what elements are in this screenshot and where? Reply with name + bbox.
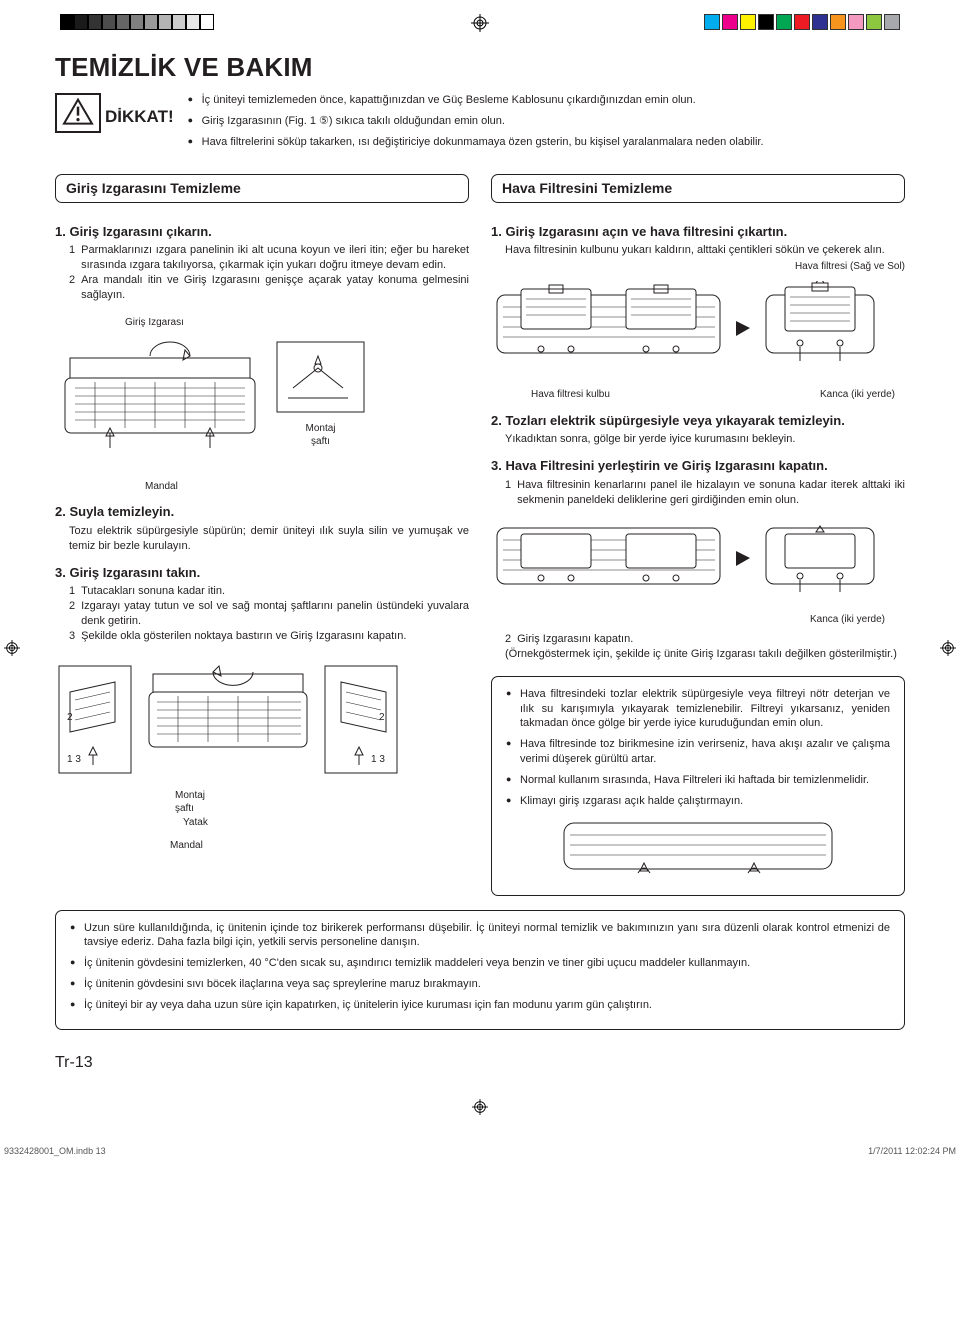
tip-item: Klimayı giriş ızgarası açık halde çalışt… (506, 794, 890, 809)
list-text: Şekilde okla gösterilen noktaya bastırın… (81, 629, 406, 644)
caution-label: DİKKAT! (105, 106, 174, 129)
svg-text:2: 2 (67, 712, 73, 723)
figure-label: Kanca (iki yerde) (491, 613, 905, 627)
list-number: 2 (69, 273, 75, 303)
caution-block: DİKKAT! İç üniteyi temizlemeden önce, ka… (55, 93, 905, 156)
hook-detail-figure (760, 516, 880, 601)
step-heading: 1. Giriş Izgarasını çıkarın. (55, 223, 469, 241)
print-footer: 9332428001_OM.indb 13 1/7/2011 12:02:24 … (0, 1145, 960, 1167)
list-number: 2 (505, 632, 511, 647)
reinstall-left-figure: 2 1 3 (55, 662, 135, 777)
list-number: 1 (69, 243, 75, 273)
filter-detail-figure (760, 281, 880, 376)
arrow-right-icon (734, 516, 752, 601)
step-heading: 3. Hava Filtresini yerleştirin ve Giriş … (491, 457, 905, 475)
svg-text:1 3: 1 3 (67, 754, 81, 765)
tip-item: Normal kullanım sırasında, Hava Filtrele… (506, 773, 890, 788)
grille-open-figure (55, 338, 265, 468)
list-text: Hava filtresinin kenarlarını panel ile h… (517, 478, 905, 508)
tips-box: Hava filtresindeki tozlar elektrik süpür… (491, 676, 905, 896)
page-title: TEMİZLİK VE BAKIM (55, 50, 905, 85)
svg-text:1 3: 1 3 (371, 754, 385, 765)
figure-label: Giriş Izgarası (125, 316, 469, 330)
list-number: 3 (69, 629, 75, 644)
figure-label: Mandal (145, 480, 469, 494)
step-heading: 3. Giriş Izgarasını takın. (55, 564, 469, 582)
reinstall-main-figure (143, 662, 313, 777)
print-timestamp: 1/7/2011 12:02:24 PM (868, 1145, 956, 1157)
bottom-notes-box: Uzun süre kullanıldığında, iç ünitenin i… (55, 910, 905, 1030)
registration-target-icon (472, 1099, 488, 1115)
caution-bullet: İç üniteyi temizlemeden önce, kapattığın… (188, 93, 905, 108)
right-section-heading: Hava Filtresini Temizleme (491, 174, 905, 203)
step-heading: 2. Tozları elektrik süpürgesiyle veya yı… (491, 412, 905, 430)
unit-closed-figure (558, 815, 838, 885)
figure-label: Mandal (170, 839, 469, 853)
list-text: Izgarayı yatay tutun ve sol ve sağ monta… (81, 599, 469, 629)
figure-label: Hava filtresi (Sağ ve Sol) (491, 260, 905, 274)
note-item: Uzun süre kullanıldığında, iç ünitenin i… (70, 921, 890, 951)
list-text: Ara mandalı itin ve Giriş Izgarasını gen… (81, 273, 469, 303)
step-heading: 1. Giriş Izgarasını açın ve hava filtres… (491, 223, 905, 241)
list-number: 1 (505, 478, 511, 508)
list-number: 2 (69, 599, 75, 629)
list-text: Giriş Izgarasını kapatın. (517, 632, 633, 647)
figure-label: Montaj şaftı (305, 422, 335, 449)
print-file: 9332428001_OM.indb 13 (4, 1145, 106, 1157)
body-text: (Örnekgöstermek için, şekilde iç ünite G… (491, 647, 905, 662)
right-column: Hava Filtresini Temizleme 1. Giriş Izgar… (491, 170, 905, 896)
reinstall-right-figure: 2 1 3 (321, 662, 401, 777)
page-number: Tr-13 (55, 1052, 905, 1074)
left-section-heading: Giriş Izgarasını Temizleme (55, 174, 469, 203)
shaft-detail-figure (273, 338, 368, 416)
caution-bullet: Giriş Izgarasının (Fig. 1 ⑤) sıkıca takı… (188, 114, 905, 129)
tip-item: Hava filtresinde toz birikmesine izin ve… (506, 737, 890, 767)
body-text: Yıkadıktan sonra, gölge bir yerde iyice … (491, 432, 905, 447)
figure-label: Kanca (iki yerde) (820, 388, 895, 402)
filter-remove-figure (491, 281, 726, 376)
caution-bullets: İç üniteyi temizlemeden önce, kapattığın… (188, 93, 905, 150)
note-item: İç ünitenin gövdesini sıvı böcek ilaçlar… (70, 977, 890, 992)
step-heading: 2. Suyla temizleyin. (55, 503, 469, 521)
list-number: 1 (69, 584, 75, 599)
svg-text:2: 2 (379, 712, 385, 723)
list-text: Parmaklarınızı ızgara panelinin iki alt … (81, 243, 469, 273)
filter-install-figure (491, 516, 726, 601)
note-item: İç üniteyi bir ay veya daha uzun süre iç… (70, 998, 890, 1013)
figure-label: Montaj şaftı (175, 789, 205, 816)
figure-label: Hava filtresi kulbu (531, 388, 610, 402)
figure-label: Yatak (183, 816, 469, 830)
left-column: Giriş Izgarasını Temizleme 1. Giriş Izga… (55, 170, 469, 896)
tip-item: Hava filtresindeki tozlar elektrik süpür… (506, 687, 890, 732)
body-text: Hava filtresinin kulbunu yukarı kaldırın… (491, 243, 905, 258)
caution-bullet: Hava filtrelerini söküp takarken, ısı de… (188, 135, 905, 150)
note-item: İç ünitenin gövdesini temizlerken, 40 °C… (70, 956, 890, 971)
body-text: Tozu elektrik süpürgesiyle süpürün; demi… (55, 524, 469, 554)
arrow-right-icon (734, 281, 752, 376)
warning-icon (55, 93, 101, 133)
list-text: Tutacakları sonuna kadar itin. (81, 584, 225, 599)
